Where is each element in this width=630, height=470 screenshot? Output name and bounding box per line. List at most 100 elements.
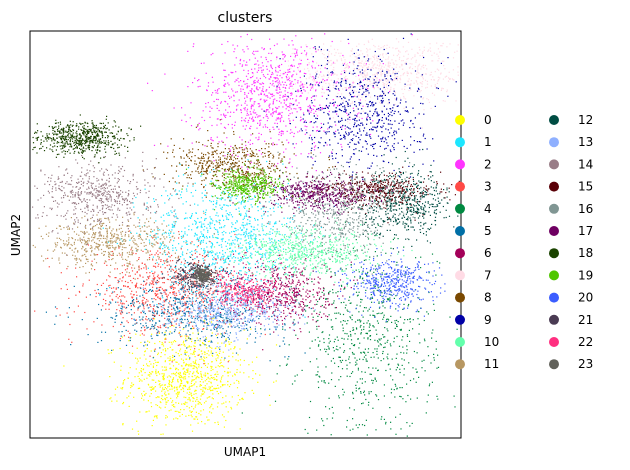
- point: [207, 304, 210, 306]
- point: [313, 310, 315, 312]
- point: [152, 371, 154, 373]
- point: [175, 402, 177, 404]
- point: [401, 387, 403, 389]
- point: [158, 396, 160, 398]
- point: [187, 274, 189, 276]
- point: [454, 406, 456, 408]
- point: [294, 312, 297, 314]
- point: [127, 321, 129, 324]
- point: [247, 121, 249, 123]
- point: [343, 301, 345, 303]
- point: [235, 208, 237, 210]
- point: [244, 102, 246, 104]
- point: [403, 246, 405, 248]
- point: [206, 328, 208, 330]
- point: [343, 391, 345, 393]
- point: [275, 304, 278, 306]
- point: [156, 332, 158, 334]
- point: [342, 388, 344, 390]
- point: [202, 289, 204, 291]
- point: [157, 296, 159, 299]
- point: [401, 339, 403, 341]
- point: [326, 144, 328, 146]
- point: [181, 107, 183, 109]
- point: [163, 388, 165, 390]
- point: [323, 380, 325, 382]
- point: [216, 375, 218, 378]
- point: [320, 71, 322, 73]
- point: [211, 323, 213, 325]
- point: [178, 231, 180, 233]
- point: [240, 318, 242, 320]
- point: [304, 268, 306, 271]
- point: [131, 296, 133, 298]
- point: [361, 382, 363, 384]
- point: [191, 250, 193, 252]
- point: [367, 404, 370, 406]
- point: [369, 373, 371, 375]
- point: [177, 277, 180, 279]
- point: [179, 344, 181, 346]
- point: [259, 122, 261, 124]
- point: [356, 359, 358, 361]
- point: [159, 246, 161, 248]
- point: [169, 197, 171, 199]
- point: [144, 263, 146, 265]
- point: [323, 381, 325, 383]
- point: [178, 331, 181, 333]
- point: [122, 423, 124, 425]
- point: [230, 255, 232, 257]
- point: [204, 364, 207, 367]
- point: [79, 291, 81, 293]
- point: [175, 249, 178, 251]
- point: [102, 298, 105, 300]
- point: [163, 304, 165, 306]
- point: [399, 329, 401, 331]
- point: [176, 317, 178, 319]
- point: [199, 338, 201, 340]
- point: [186, 262, 188, 264]
- point: [207, 301, 209, 303]
- point: [149, 289, 151, 291]
- point: [99, 294, 101, 296]
- point: [289, 98, 291, 100]
- point: [183, 315, 186, 317]
- point: [231, 88, 233, 90]
- point: [278, 106, 280, 108]
- point: [127, 304, 129, 306]
- point: [346, 112, 348, 114]
- point: [174, 294, 176, 296]
- point: [331, 406, 333, 408]
- point: [164, 246, 166, 249]
- point: [267, 289, 269, 291]
- point: [292, 302, 294, 304]
- point: [180, 298, 182, 300]
- point: [184, 293, 186, 295]
- point: [420, 256, 422, 258]
- point: [222, 215, 224, 218]
- point: [146, 282, 148, 284]
- point: [197, 329, 199, 331]
- point: [260, 256, 263, 258]
- point: [176, 410, 178, 412]
- point: [212, 389, 214, 391]
- point: [238, 263, 240, 265]
- point: [203, 249, 205, 252]
- point: [372, 352, 374, 354]
- point: [246, 301, 248, 303]
- point: [151, 386, 153, 388]
- point: [132, 303, 134, 305]
- point: [131, 290, 133, 292]
- point: [185, 372, 187, 374]
- point: [173, 221, 175, 223]
- point: [365, 307, 367, 309]
- point: [277, 107, 279, 109]
- point: [234, 374, 236, 376]
- point: [245, 242, 247, 244]
- point: [172, 354, 174, 357]
- point: [169, 232, 172, 234]
- point: [231, 244, 233, 246]
- point: [196, 290, 198, 292]
- point: [197, 422, 199, 424]
- point: [212, 220, 214, 222]
